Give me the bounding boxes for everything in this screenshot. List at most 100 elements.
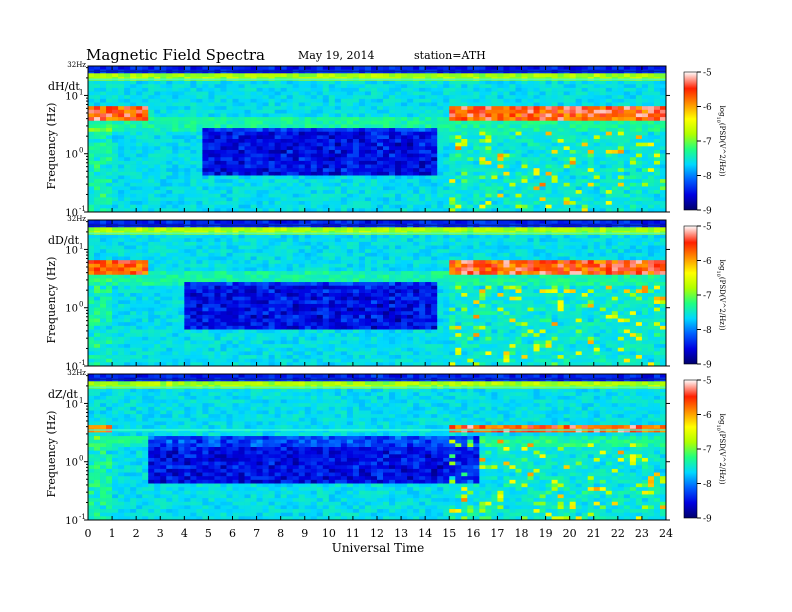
heatmap-cell (112, 325, 119, 330)
heatmap-cell (214, 289, 221, 294)
heatmap-cell (148, 238, 155, 243)
heatmap-cell (389, 193, 396, 198)
heatmap-cell (352, 146, 360, 151)
heatmap-cell (238, 124, 245, 129)
heatmap-cell (395, 66, 402, 71)
heatmap-cell (497, 80, 504, 85)
heatmap-cell (461, 66, 468, 71)
heatmap-cell (130, 303, 137, 308)
heatmap-cell (473, 157, 480, 162)
heatmap-cell (479, 179, 486, 184)
heatmap-cell (377, 131, 384, 136)
heatmap-cell (635, 175, 643, 180)
heatmap-cell (154, 135, 161, 140)
heatmap-cell (431, 131, 438, 136)
heatmap-cell (407, 179, 414, 184)
heatmap-cell (250, 157, 257, 162)
heatmap-cell (304, 80, 312, 85)
heatmap-cell (220, 102, 227, 107)
heatmap-cell (268, 142, 276, 147)
heatmap-cell (196, 193, 203, 198)
heatmap-cell (190, 362, 197, 367)
heatmap-cell (202, 318, 209, 323)
heatmap-cell (310, 98, 318, 103)
heatmap-cell (611, 102, 619, 107)
heatmap-cell (112, 303, 119, 308)
heatmap-cell (286, 175, 294, 180)
heatmap-cell (142, 106, 149, 111)
heatmap-cell (88, 201, 95, 206)
heatmap-cell (358, 91, 366, 96)
heatmap-cell (226, 186, 233, 191)
heatmap-cell (166, 336, 173, 341)
heatmap-cell (136, 106, 143, 111)
heatmap-cell (581, 186, 589, 191)
heatmap-cell (629, 160, 637, 165)
heatmap-cell (148, 106, 155, 111)
heatmap-cell (136, 234, 143, 239)
heatmap-cell (292, 142, 300, 147)
heatmap-cell (364, 175, 372, 180)
heatmap-cell (473, 190, 480, 195)
heatmap-cell (256, 201, 263, 206)
heatmap-cell (389, 190, 396, 195)
heatmap-cell (611, 80, 619, 85)
heatmap-cell (515, 197, 522, 202)
heatmap-cell (160, 157, 167, 162)
heatmap-cell (358, 175, 366, 180)
heatmap-cell (515, 168, 522, 173)
heatmap-cell (88, 282, 95, 287)
heatmap-cell (599, 168, 607, 173)
heatmap-cell (503, 193, 510, 198)
heatmap-cell (491, 182, 498, 187)
heatmap-cell (232, 201, 239, 206)
heatmap-cell (479, 142, 486, 147)
heatmap-cell (232, 146, 239, 151)
heatmap-cell (124, 307, 131, 312)
heatmap-cell (118, 102, 125, 107)
heatmap-cell (274, 135, 282, 140)
heatmap-cell (653, 179, 661, 184)
heatmap-cell (292, 128, 300, 133)
heatmap-cell (521, 135, 528, 140)
heatmap-cell (178, 293, 185, 298)
heatmap-cell (340, 124, 348, 129)
heatmap-cell (172, 314, 179, 319)
heatmap-cell (106, 340, 113, 345)
heatmap-cell (605, 128, 613, 133)
heatmap-cell (214, 164, 221, 169)
heatmap-cell (142, 153, 149, 158)
heatmap-cell (304, 95, 312, 100)
heatmap-cell (142, 282, 149, 287)
heatmap-cell (563, 113, 571, 118)
heatmap-cell (407, 113, 414, 118)
heatmap-cell (232, 175, 239, 180)
heatmap-cell (617, 164, 625, 169)
heatmap-cell (208, 113, 215, 118)
heatmap-cell (443, 139, 450, 144)
heatmap-cell (88, 179, 95, 184)
heatmap-cell (244, 168, 251, 173)
heatmap-cell (220, 260, 227, 265)
heatmap-cell (316, 128, 324, 133)
heatmap-cell (437, 142, 444, 147)
heatmap-cell (160, 241, 167, 246)
heatmap-cell (437, 204, 444, 209)
heatmap-cell (641, 66, 649, 71)
heatmap-cell (274, 113, 282, 118)
heatmap-cell (383, 131, 390, 136)
heatmap-cell (256, 84, 263, 89)
heatmap-cell (623, 193, 631, 198)
heatmap-cell (202, 171, 209, 176)
heatmap-cell (425, 102, 432, 107)
heatmap-cell (623, 66, 631, 71)
heatmap-cell (172, 208, 179, 213)
heatmap-cell (328, 124, 336, 129)
heatmap-cell (154, 168, 161, 173)
heatmap-cell (178, 278, 185, 283)
heatmap-cell (220, 344, 227, 349)
heatmap-cell (593, 204, 601, 209)
heatmap-cell (641, 179, 649, 184)
heatmap-cell (94, 142, 101, 147)
